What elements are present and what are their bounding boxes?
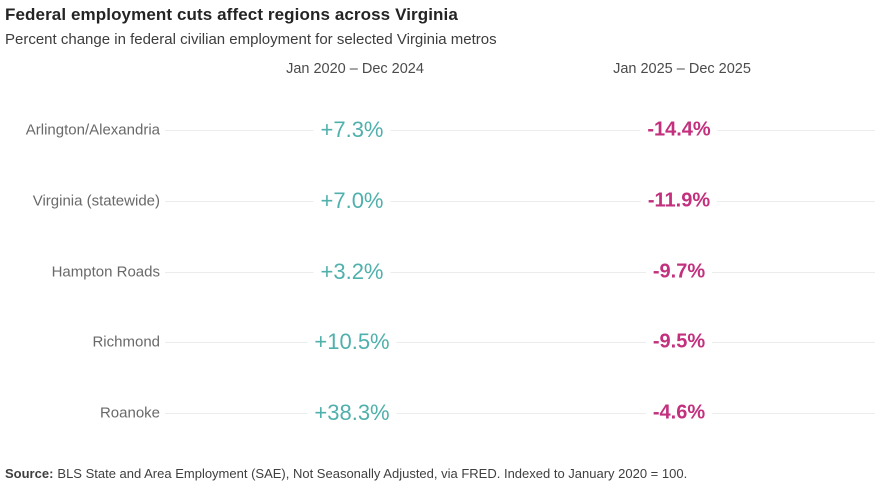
row-leader-line xyxy=(165,130,875,131)
value-2020-2024: +10.5% xyxy=(307,329,397,355)
row-label: Hampton Roads xyxy=(0,263,160,281)
value-2020-2024: +38.3% xyxy=(307,400,397,426)
value-2020-2024: +7.3% xyxy=(313,117,391,143)
value-2025: -9.5% xyxy=(645,330,713,354)
table-row: Richmond +10.5% -9.5% xyxy=(0,324,875,360)
chart-title: Federal employment cuts affect regions a… xyxy=(5,5,458,24)
column-header-2025: Jan 2025 – Dec 2025 xyxy=(613,61,751,77)
column-header-2020-2024: Jan 2020 – Dec 2024 xyxy=(286,61,424,77)
row-label: Arlington/Alexandria xyxy=(0,121,160,139)
table-row: Hampton Roads +3.2% -9.7% xyxy=(0,254,875,290)
value-2020-2024: +7.0% xyxy=(313,188,391,214)
row-label: Roanoke xyxy=(0,404,160,422)
source-note: Source: BLS State and Area Employment (SA… xyxy=(5,466,687,481)
row-label: Virginia (statewide) xyxy=(0,192,160,210)
row-label: Richmond xyxy=(0,333,160,351)
row-leader-line xyxy=(165,342,875,343)
table-row: Virginia (statewide) +7.0% -11.9% xyxy=(0,183,875,219)
row-leader-line xyxy=(165,272,875,273)
table-row: Arlington/Alexandria +7.3% -14.4% xyxy=(0,112,875,148)
value-2025: -9.7% xyxy=(645,260,713,284)
source-text: BLS State and Area Employment (SAE), Not… xyxy=(57,466,688,481)
chart-subtitle: Percent change in federal civilian emplo… xyxy=(5,31,497,48)
value-2025: -14.4% xyxy=(640,118,718,142)
value-2025: -4.6% xyxy=(645,401,713,425)
source-label: Source: xyxy=(5,466,54,481)
table-row: Roanoke +38.3% -4.6% xyxy=(0,395,875,431)
row-leader-line xyxy=(165,201,875,202)
value-2020-2024: +3.2% xyxy=(313,259,391,285)
row-leader-line xyxy=(165,413,875,414)
value-2025: -11.9% xyxy=(640,189,718,213)
